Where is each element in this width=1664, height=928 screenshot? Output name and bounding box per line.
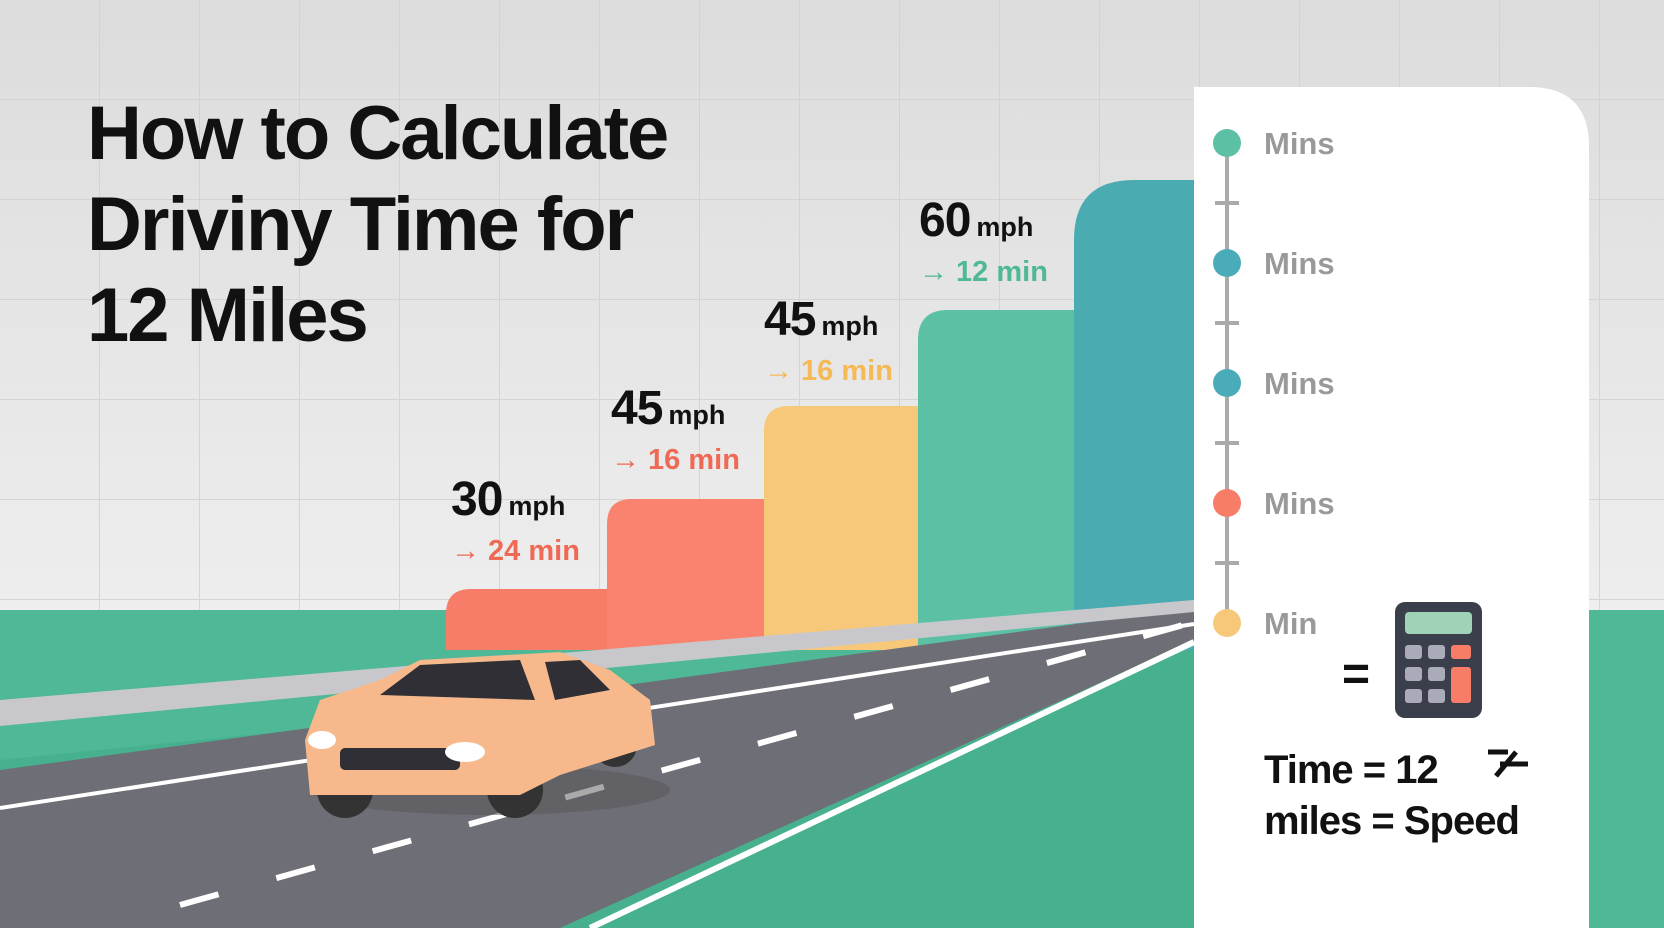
speed-value: 60 [919, 194, 970, 247]
formula-line: miles = Speed [1264, 799, 1519, 843]
time-label: → 16 min [764, 355, 893, 387]
timeline-label: Mins [1264, 366, 1335, 401]
calculator [1395, 602, 1482, 718]
speed-unit: mph [976, 212, 1033, 242]
speed-unit: mph [668, 400, 725, 430]
speed-unit: mph [821, 311, 878, 341]
lane-dashes [179, 619, 1195, 908]
step-bar [764, 406, 918, 650]
car [305, 652, 670, 818]
speed-label: 45 mph [764, 293, 878, 346]
step-bar [918, 310, 1074, 650]
timeline-dot [1213, 609, 1241, 637]
title-line: How to Calculate [87, 91, 667, 176]
timeline-dot [1213, 249, 1241, 277]
title-line: Driviny Time for [87, 182, 634, 267]
equals-sign: = [1342, 648, 1370, 701]
side-panel [1194, 87, 1589, 928]
timeline-label: Min [1264, 606, 1317, 641]
speed-label: 60 mph [919, 194, 1033, 247]
step-bars [446, 180, 1194, 650]
speed-unit: mph [508, 491, 565, 521]
road-edge [588, 639, 1196, 928]
step-bar [446, 589, 607, 650]
timeline-dot [1213, 489, 1241, 517]
speed-value: 30 [451, 473, 502, 526]
speed-label: 30 mph [451, 473, 565, 526]
step-bar [607, 499, 764, 650]
title-line: 12 Miles [87, 273, 367, 358]
timeline-label: Mins [1264, 486, 1335, 521]
speed-value: 45 [764, 293, 816, 346]
timeline-label: Mins [1264, 246, 1335, 281]
speed-value: 45 [611, 382, 663, 435]
step-bar [1074, 180, 1194, 650]
formula-line: Time = 12 [1264, 748, 1438, 792]
guard-rail [0, 600, 1194, 726]
time-label: → 12 min [919, 256, 1048, 288]
division-symbol [1488, 749, 1528, 778]
speed-label: 45 mph [611, 382, 725, 435]
timeline-dot [1213, 129, 1241, 157]
timeline-dot [1213, 369, 1241, 397]
timeline-label: Mins [1264, 126, 1335, 161]
time-label: → 24 min [451, 535, 580, 567]
time-label: → 16 min [611, 444, 740, 476]
road [0, 608, 1194, 928]
